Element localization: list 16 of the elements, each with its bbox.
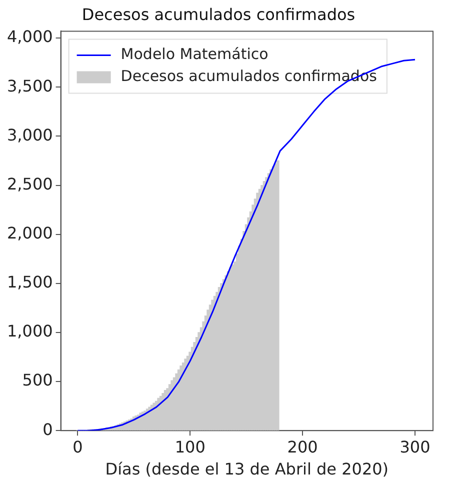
y-tick-label: 1,500 bbox=[6, 272, 53, 292]
y-tick-label: 2,000 bbox=[6, 223, 53, 242]
y-tick-label: 2,500 bbox=[6, 174, 53, 194]
y-tick-label: 3,000 bbox=[6, 125, 53, 144]
chart-title: Decesos acumulados confirmados bbox=[82, 4, 356, 24]
x-tick-label: 0 bbox=[72, 437, 83, 456]
y-tick-label: 1,000 bbox=[6, 322, 53, 341]
y-tick-label: 4,000 bbox=[6, 27, 53, 46]
x-axis-title: Días (desde el 13 de Abril de 2020) bbox=[105, 460, 389, 479]
legend-label: Modelo Matemático bbox=[120, 45, 268, 64]
y-tick-label: 0 bbox=[42, 420, 53, 439]
x-tick-label: 300 bbox=[400, 437, 430, 456]
y-tick-label: 500 bbox=[22, 370, 53, 390]
x-tick-label: 200 bbox=[287, 437, 318, 456]
x-tick-label: 100 bbox=[174, 437, 206, 456]
y-tick-label: 3,500 bbox=[6, 76, 53, 96]
